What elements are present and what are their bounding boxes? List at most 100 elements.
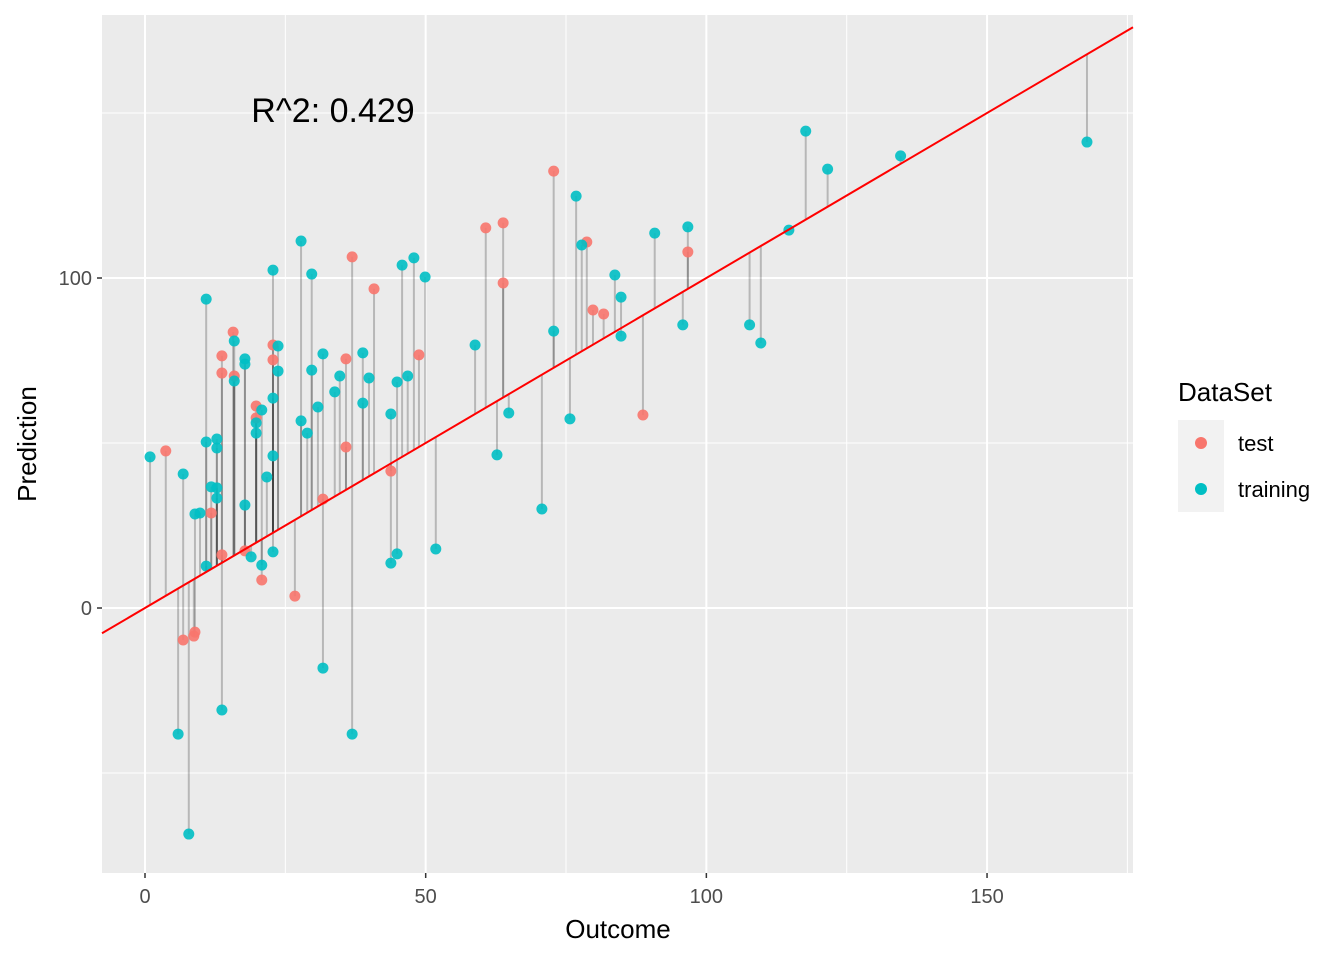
- x-tick-label: 150: [970, 886, 1003, 908]
- point-training: [357, 397, 369, 409]
- point-test: [497, 217, 509, 229]
- point-training: [172, 728, 184, 740]
- point-test: [205, 507, 217, 519]
- point-training: [755, 337, 767, 349]
- point-training: [239, 358, 251, 370]
- legend: DataSet test training: [1178, 377, 1310, 512]
- point-training: [295, 235, 307, 247]
- point-test: [413, 349, 425, 361]
- legend-dot-training: [1195, 483, 1207, 495]
- point-training: [357, 347, 369, 359]
- point-test: [289, 590, 301, 602]
- point-training: [228, 335, 240, 347]
- data-points: [144, 125, 1093, 840]
- point-test: [480, 222, 492, 234]
- point-training: [317, 662, 329, 674]
- y-tick-label: 100: [59, 268, 92, 290]
- x-tick-label: 100: [690, 886, 723, 908]
- point-training: [408, 252, 420, 264]
- x-axis-label: Outcome: [565, 914, 671, 944]
- legend-title: DataSet: [1178, 377, 1273, 407]
- point-training: [564, 413, 576, 425]
- point-training: [346, 728, 358, 740]
- point-test: [216, 350, 228, 362]
- gridlines: [102, 15, 1133, 873]
- point-training: [334, 370, 346, 382]
- point-test: [346, 251, 358, 263]
- point-test: [227, 326, 239, 338]
- point-training: [385, 408, 397, 420]
- point-training: [228, 375, 240, 387]
- point-training: [430, 543, 442, 555]
- point-test: [267, 354, 279, 366]
- point-training: [200, 560, 212, 572]
- point-test: [587, 304, 599, 316]
- point-training: [211, 482, 223, 494]
- point-training: [822, 163, 834, 175]
- point-training: [363, 372, 375, 384]
- point-test: [340, 353, 352, 365]
- point-training: [272, 365, 284, 377]
- point-training: [267, 392, 279, 404]
- point-test: [160, 445, 172, 457]
- point-training: [239, 499, 251, 511]
- point-training: [317, 348, 329, 360]
- point-training: [391, 548, 403, 560]
- point-training: [250, 427, 262, 439]
- point-training: [250, 417, 262, 429]
- point-test: [256, 574, 268, 586]
- point-training: [211, 433, 223, 445]
- r2-annotation: R^2: 0.429: [251, 92, 414, 130]
- point-training: [503, 407, 515, 419]
- point-training: [576, 239, 588, 251]
- legend-label-test: test: [1238, 431, 1273, 456]
- point-training: [548, 325, 560, 337]
- point-training: [177, 468, 189, 480]
- x-tick-label: 50: [415, 886, 437, 908]
- point-training: [256, 404, 268, 416]
- point-training: [216, 704, 228, 716]
- legend-dot-test: [1195, 437, 1207, 449]
- residual-segments: [149, 54, 1088, 835]
- point-training: [301, 427, 313, 439]
- point-training: [491, 449, 503, 461]
- point-training: [615, 291, 627, 303]
- point-training: [402, 370, 414, 382]
- y-axis-label: Prediction: [12, 386, 42, 502]
- legend-label-training: training: [1238, 477, 1310, 502]
- point-test: [385, 465, 397, 477]
- point-training: [200, 436, 212, 448]
- point-test: [497, 277, 509, 289]
- point-training: [144, 451, 156, 463]
- point-training: [267, 264, 279, 276]
- point-test: [216, 367, 228, 379]
- point-training: [895, 150, 907, 162]
- point-training: [391, 376, 403, 388]
- point-training: [329, 386, 341, 398]
- point-training: [615, 330, 627, 342]
- point-test: [682, 246, 694, 258]
- point-test: [216, 549, 228, 561]
- point-training: [245, 551, 257, 563]
- point-training: [609, 269, 621, 281]
- point-test: [548, 165, 560, 177]
- point-training: [469, 339, 481, 351]
- point-training: [396, 259, 408, 271]
- point-training: [211, 442, 223, 454]
- point-training: [306, 364, 318, 376]
- point-test: [340, 441, 352, 453]
- point-training: [261, 471, 273, 483]
- point-training: [312, 401, 324, 413]
- x-tick-label: 0: [139, 886, 150, 908]
- reference-line: [101, 26, 1134, 635]
- point-test: [598, 308, 610, 320]
- point-training: [194, 507, 206, 519]
- plot-panel: [102, 15, 1133, 873]
- point-training: [536, 503, 548, 515]
- point-training: [385, 557, 397, 569]
- point-training: [419, 271, 431, 283]
- point-training: [256, 559, 268, 571]
- point-training: [682, 221, 694, 233]
- point-test: [177, 634, 189, 646]
